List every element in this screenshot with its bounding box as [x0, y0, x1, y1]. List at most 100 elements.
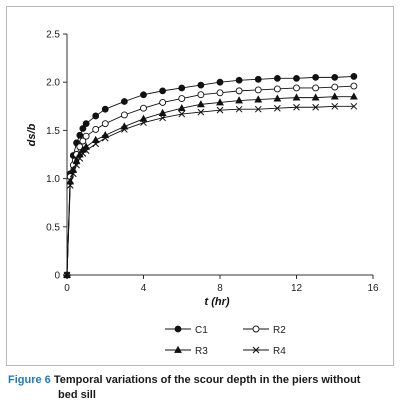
data-point [331, 83, 339, 91]
data-point [235, 96, 244, 104]
legend-entry-r3: R3 [165, 345, 208, 357]
figure-caption: Figure 6 Temporal variations of the scou… [8, 373, 398, 403]
data-point [82, 147, 90, 154]
data-point [197, 81, 205, 89]
data-point [140, 91, 147, 99]
data-point [216, 89, 224, 97]
data-point [349, 92, 358, 100]
data-point [92, 112, 100, 120]
data-point [159, 87, 167, 95]
figure-frame: 0 4 8 12 16 0 0.5 1.0 1.5 2.0 2.5 C1 R2 R3 R4 t (hr) … [6, 6, 394, 366]
legend-entry-r4: R4 [243, 346, 286, 357]
data-point [92, 140, 100, 148]
data-point [330, 92, 339, 100]
y-axis-label: ds/b [26, 123, 38, 146]
data-point [82, 132, 90, 140]
data-point [66, 181, 74, 189]
data-point [197, 108, 205, 116]
data-point [331, 73, 339, 81]
caption-text-line1: Temporal variations of the scour depth i… [53, 374, 361, 386]
data-point [76, 131, 84, 139]
data-point [120, 98, 128, 105]
legend-marker [252, 346, 260, 354]
data-point [197, 91, 205, 99]
data-point [79, 137, 87, 145]
data-point [312, 103, 319, 111]
data-point [235, 76, 243, 84]
y-tick-label: 0.5 [46, 222, 60, 233]
data-point [235, 87, 243, 95]
x-tick-label: 0 [64, 283, 70, 294]
data-point [254, 75, 262, 83]
x-tick-label: 16 [367, 283, 379, 294]
data-point [293, 103, 300, 111]
data-point [140, 119, 147, 127]
chart-ticks: 0 4 8 12 16 0 0.5 1.0 1.5 2.0 2.5 [46, 30, 379, 295]
data-point [235, 105, 243, 113]
series-r3 [63, 92, 358, 278]
legend-marker [252, 325, 260, 333]
x-axis-label: t (hr) [204, 296, 229, 308]
data-point [101, 120, 109, 128]
legend-marker [174, 325, 182, 333]
series-line [66, 85, 354, 276]
data-point [350, 82, 358, 90]
data-point [254, 105, 262, 113]
data-point [350, 102, 358, 110]
data-point [76, 155, 84, 162]
data-point [69, 170, 77, 178]
legend-label: R4 [273, 346, 286, 357]
data-point [139, 114, 148, 122]
legend-label: C1 [195, 325, 208, 336]
x-tick-label: 12 [291, 283, 303, 294]
legend-entry-c1: C1 [165, 325, 208, 336]
data-point [216, 78, 224, 86]
data-point [331, 102, 339, 110]
data-point [292, 93, 301, 101]
data-point [158, 108, 167, 116]
data-point [274, 104, 281, 112]
data-point [216, 98, 224, 106]
data-point [178, 95, 186, 103]
x-tick-label: 8 [217, 283, 223, 294]
caption-text-line2: bed sill [58, 389, 96, 401]
data-point [159, 114, 166, 122]
data-point [273, 74, 281, 82]
series-r2 [63, 82, 358, 279]
data-point [254, 86, 262, 94]
caption-label: Figure 6 [8, 374, 51, 386]
data-point [216, 106, 224, 114]
legend-marker [174, 345, 182, 353]
data-point [79, 125, 87, 132]
data-point [350, 73, 358, 80]
legend-label: R2 [273, 325, 286, 336]
chart-axes [66, 34, 373, 276]
series-line [66, 105, 354, 276]
data-point [73, 161, 80, 169]
chart-legend: C1 R2 R3 R4 [165, 325, 286, 357]
legend-label: R3 [195, 346, 208, 357]
data-point [121, 126, 128, 133]
data-point [273, 94, 282, 102]
data-point [92, 125, 100, 133]
data-point [82, 120, 90, 128]
y-tick-label: 1.0 [46, 174, 60, 185]
chart-series [63, 73, 358, 279]
data-point [293, 84, 300, 92]
data-point [120, 111, 128, 119]
data-point [177, 104, 186, 112]
data-point [91, 135, 100, 143]
data-point [312, 84, 320, 92]
data-point [82, 142, 91, 150]
series-r4 [63, 102, 358, 279]
series-line [66, 75, 354, 276]
y-tick-label: 2.5 [46, 30, 60, 41]
y-tick-label: 2.0 [46, 78, 60, 89]
data-point [159, 98, 167, 106]
data-point [273, 85, 281, 93]
y-tick-label: 0 [54, 271, 60, 282]
data-point [178, 110, 186, 118]
data-point [311, 93, 320, 101]
data-point [178, 84, 186, 92]
data-point [312, 73, 320, 81]
